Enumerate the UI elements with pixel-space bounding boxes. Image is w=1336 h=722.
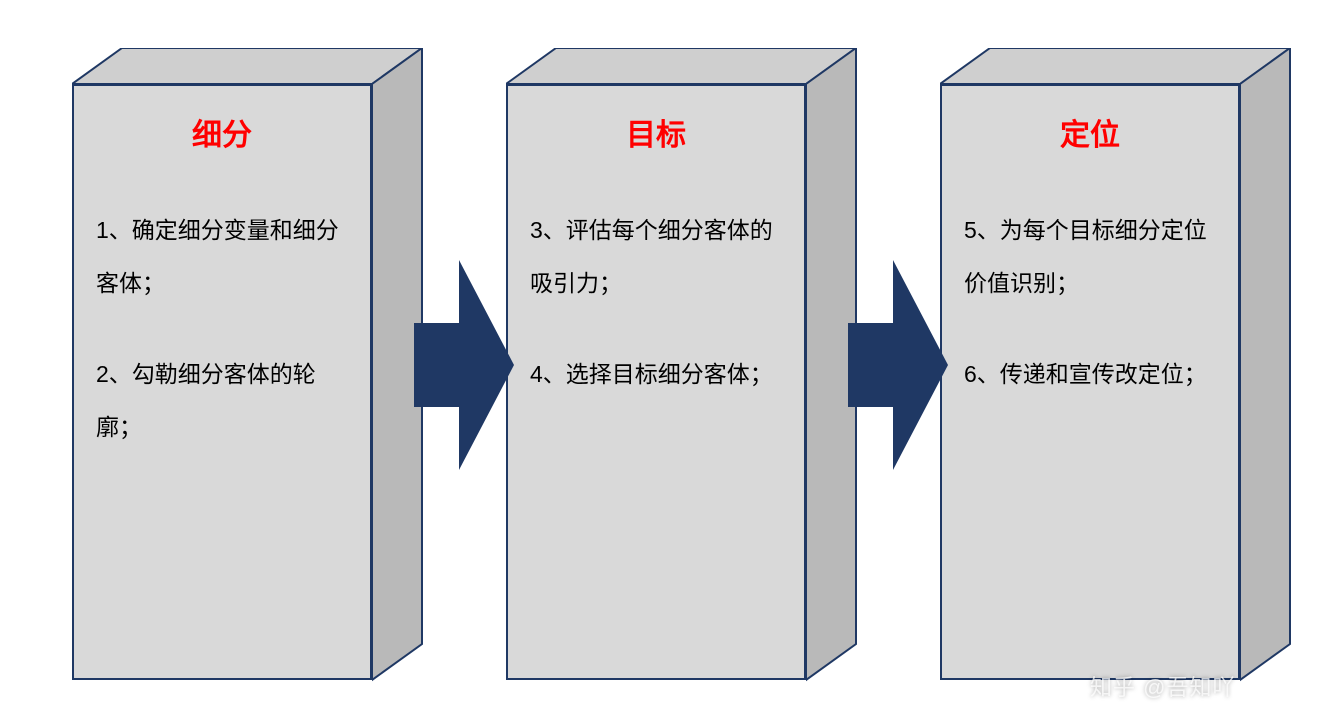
watermark-text: 知乎 @吾知吖 (1090, 670, 1235, 702)
block-top-face (940, 48, 1290, 84)
block-title: 细分 (96, 110, 348, 154)
block-top-face (72, 48, 422, 84)
block-title: 目标 (530, 110, 782, 154)
block-front-face: 细分 1、确定细分变量和细分客体； 2、勾勒细分客体的轮廓； (72, 84, 372, 680)
block-side-face (1240, 48, 1292, 682)
block-item: 4、选择目标细分客体； (530, 348, 782, 401)
block-front-face: 定位 5、为每个目标细分定位价值识别； 6、传递和宣传改定位； (940, 84, 1240, 680)
block-item: 6、传递和宣传改定位； (964, 348, 1216, 401)
arrow-right-icon (848, 260, 948, 470)
arrow-right-icon (414, 260, 514, 470)
block-top-face (506, 48, 856, 84)
block-item: 2、勾勒细分客体的轮廓； (96, 348, 348, 454)
block-item: 5、为每个目标细分定位价值识别； (964, 204, 1216, 310)
block-front-face: 目标 3、评估每个细分客体的吸引力； 4、选择目标细分客体； (506, 84, 806, 680)
block-item: 3、评估每个细分客体的吸引力； (530, 204, 782, 310)
block-title: 定位 (964, 110, 1216, 154)
block-item: 1、确定细分变量和细分客体； (96, 204, 348, 310)
